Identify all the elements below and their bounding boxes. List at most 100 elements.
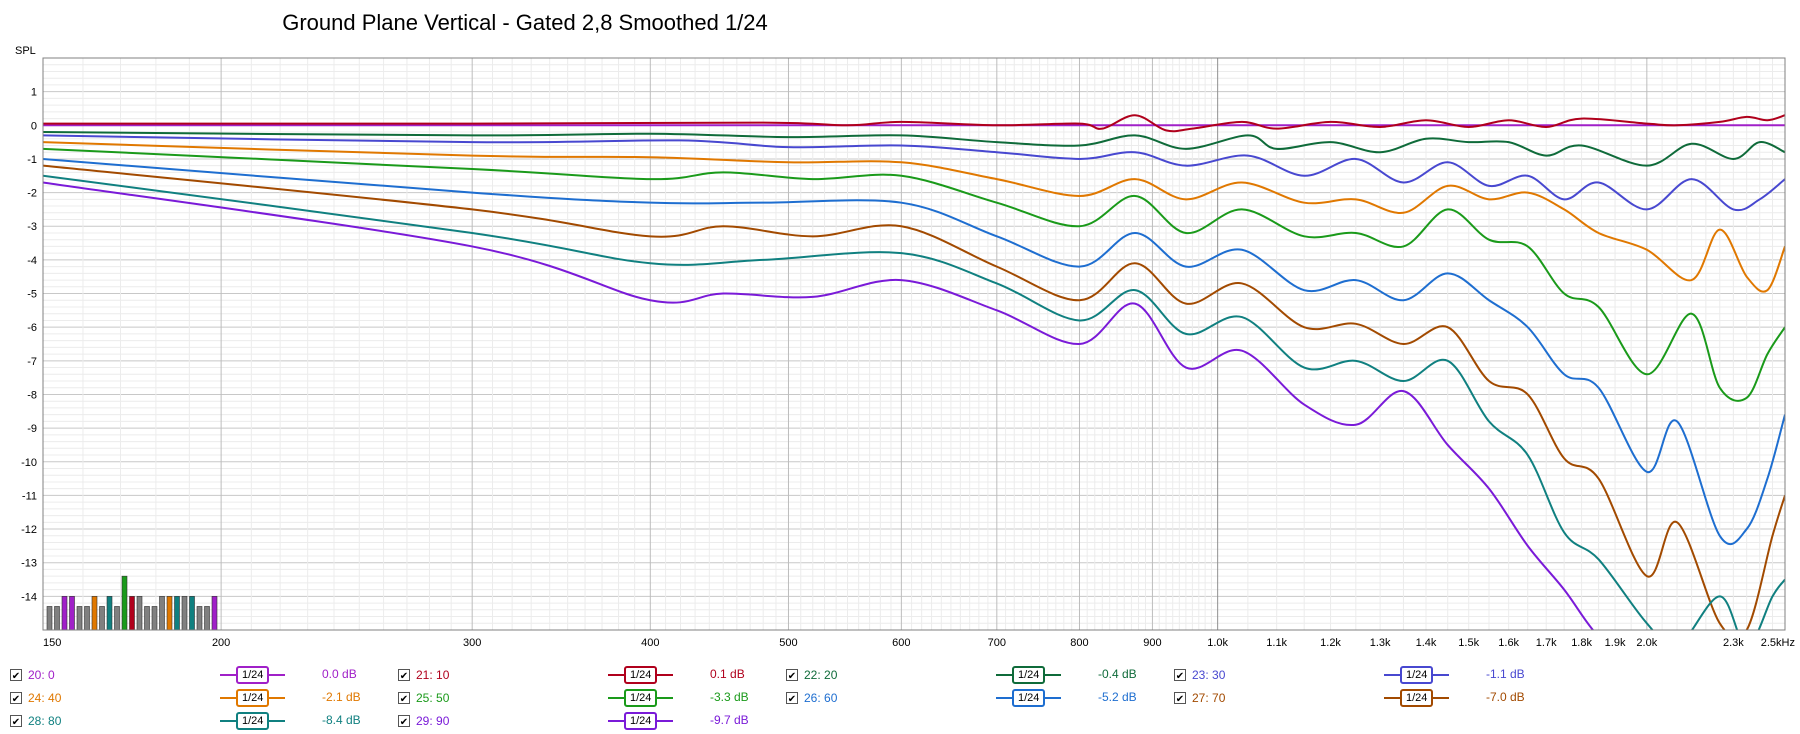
y-tick-label: -7 — [27, 356, 37, 368]
x-tick-label: 1.9k — [1605, 637, 1626, 649]
smoothing-indicator[interactable]: 1/24 — [220, 666, 286, 684]
x-tick-label: 1.6k — [1498, 637, 1519, 649]
level-bar — [46, 606, 53, 631]
level-value: -3.3 dB — [710, 690, 749, 704]
level-bar — [54, 606, 60, 631]
level-value: -1.1 dB — [1486, 667, 1525, 681]
level-bar — [61, 596, 68, 631]
x-tick-label: 900 — [1143, 637, 1161, 649]
x-tick-label: 200 — [212, 637, 230, 649]
legend-item[interactable]: 27: 70 — [1174, 687, 1225, 709]
x-tick-labels: 150 200 300 400 500 600 700 800 900 1.0k 1.1k 1.2k 1… — [43, 637, 1795, 649]
level-bar — [204, 606, 210, 631]
smoothing-indicator[interactable]: 1/24 — [220, 712, 286, 730]
legend-item[interactable]: 28: 80 — [10, 710, 61, 732]
smoothing-indicator[interactable]: 1/24 — [220, 689, 286, 707]
series-line — [43, 131, 1785, 167]
smoothing-indicator[interactable]: 1/24 — [608, 689, 674, 707]
legend: 20: 0 1/24 0.0 dB 21: 10 1/24 0.1 dB 22: 20 1/2… — [0, 660, 1800, 734]
checkbox[interactable] — [398, 715, 410, 727]
x-tick-label: 600 — [892, 637, 910, 649]
series-line — [43, 164, 1785, 630]
y-tick-label: -3 — [27, 221, 37, 233]
level-bar — [99, 606, 105, 631]
level-bar — [76, 606, 83, 631]
smoothing-indicator[interactable]: 1/24 — [1384, 689, 1450, 707]
series-line — [43, 134, 1785, 212]
legend-item[interactable]: 29: 90 — [398, 710, 449, 732]
series-lines[interactable] — [43, 114, 1785, 660]
y-tick-label: -11 — [22, 490, 37, 502]
level-value: -0.4 dB — [1098, 667, 1137, 681]
legend-label: 24: 40 — [28, 691, 62, 705]
legend-item[interactable]: 26: 60 — [786, 687, 837, 709]
legend-label: 26: 60 — [804, 691, 838, 705]
series-line — [43, 181, 1595, 630]
level-value: 0.1 dB — [710, 667, 745, 681]
y-tick-label: 0 — [31, 120, 37, 132]
legend-item[interactable]: 25: 50 — [398, 687, 449, 709]
legend-label: 21: 10 — [416, 668, 450, 682]
y-tick-labels: 1 0 -1 -2 -3 -4 -5 -6 -7 -8 -9 -10 -11 -12 -13 -14 — [21, 87, 37, 604]
legend-item[interactable]: 20: 0 — [10, 664, 55, 686]
checkbox[interactable] — [10, 669, 22, 681]
legend-item[interactable]: 23: 30 — [1174, 664, 1225, 686]
level-bar — [91, 596, 98, 631]
series-line — [43, 147, 1785, 402]
level-bar — [129, 596, 135, 631]
x-tick-label: 2.5kHz — [1761, 637, 1795, 649]
x-tick-label: 1.5k — [1458, 637, 1479, 649]
y-tick-label: -4 — [27, 255, 37, 267]
checkbox[interactable] — [398, 669, 410, 681]
checkbox[interactable] — [10, 715, 22, 727]
legend-label: 29: 90 — [416, 714, 450, 728]
y-tick-label: -2 — [27, 188, 37, 200]
frequency-response-chart: Ground Plane Vertical - Gated 2,8 Smooth… — [15, 10, 1795, 660]
smoothing-indicator[interactable]: 1/24 — [996, 666, 1062, 684]
level-bar — [181, 596, 188, 631]
level-bar — [84, 606, 90, 631]
x-tick-label: 1.8k — [1571, 637, 1592, 649]
y-tick-label: -10 — [21, 457, 37, 469]
level-value: -8.4 dB — [322, 713, 361, 727]
checkbox[interactable] — [786, 692, 798, 704]
checkbox[interactable] — [786, 669, 798, 681]
legend-label: 20: 0 — [28, 668, 55, 682]
level-bars — [46, 575, 218, 631]
level-value: 0.0 dB — [322, 667, 357, 681]
legend-item[interactable]: 24: 40 — [10, 687, 61, 709]
series-line — [43, 114, 1785, 133]
x-tick-label: 800 — [1070, 637, 1088, 649]
y-tick-label: -5 — [27, 289, 37, 301]
legend-item[interactable]: 22: 20 — [786, 664, 837, 686]
x-tick-label: 400 — [641, 637, 659, 649]
y-tick-label: -6 — [27, 322, 37, 334]
level-bar — [159, 596, 165, 631]
smoothing-indicator[interactable]: 1/24 — [608, 712, 674, 730]
level-bar — [106, 596, 113, 631]
level-value: -2.1 dB — [322, 690, 361, 704]
legend-item[interactable]: 21: 10 — [398, 664, 449, 686]
level-bar — [136, 596, 143, 631]
checkbox[interactable] — [1174, 669, 1186, 681]
checkbox[interactable] — [10, 692, 22, 704]
level-value: -9.7 dB — [710, 713, 749, 727]
y-axis-label: SPL — [15, 45, 36, 57]
smoothing-indicator[interactable]: 1/24 — [608, 666, 674, 684]
plot-border — [42, 57, 1786, 631]
checkbox[interactable] — [1174, 692, 1186, 704]
x-tick-label: 300 — [463, 637, 481, 649]
y-tick-label: 1 — [31, 87, 37, 99]
y-tick-label: -1 — [27, 154, 37, 166]
series-line — [43, 141, 1785, 293]
y-tick-label: -12 — [21, 524, 37, 536]
smoothing-indicator[interactable]: 1/24 — [1384, 666, 1450, 684]
level-value: -5.2 dB — [1098, 690, 1137, 704]
legend-label: 23: 30 — [1192, 668, 1226, 682]
checkbox[interactable] — [398, 692, 410, 704]
chart-title: Ground Plane Vertical - Gated 2,8 Smooth… — [282, 10, 768, 35]
smoothing-indicator[interactable]: 1/24 — [996, 689, 1062, 707]
level-bar — [174, 596, 180, 631]
legend-label: 27: 70 — [1192, 691, 1226, 705]
series-line — [43, 157, 1785, 546]
